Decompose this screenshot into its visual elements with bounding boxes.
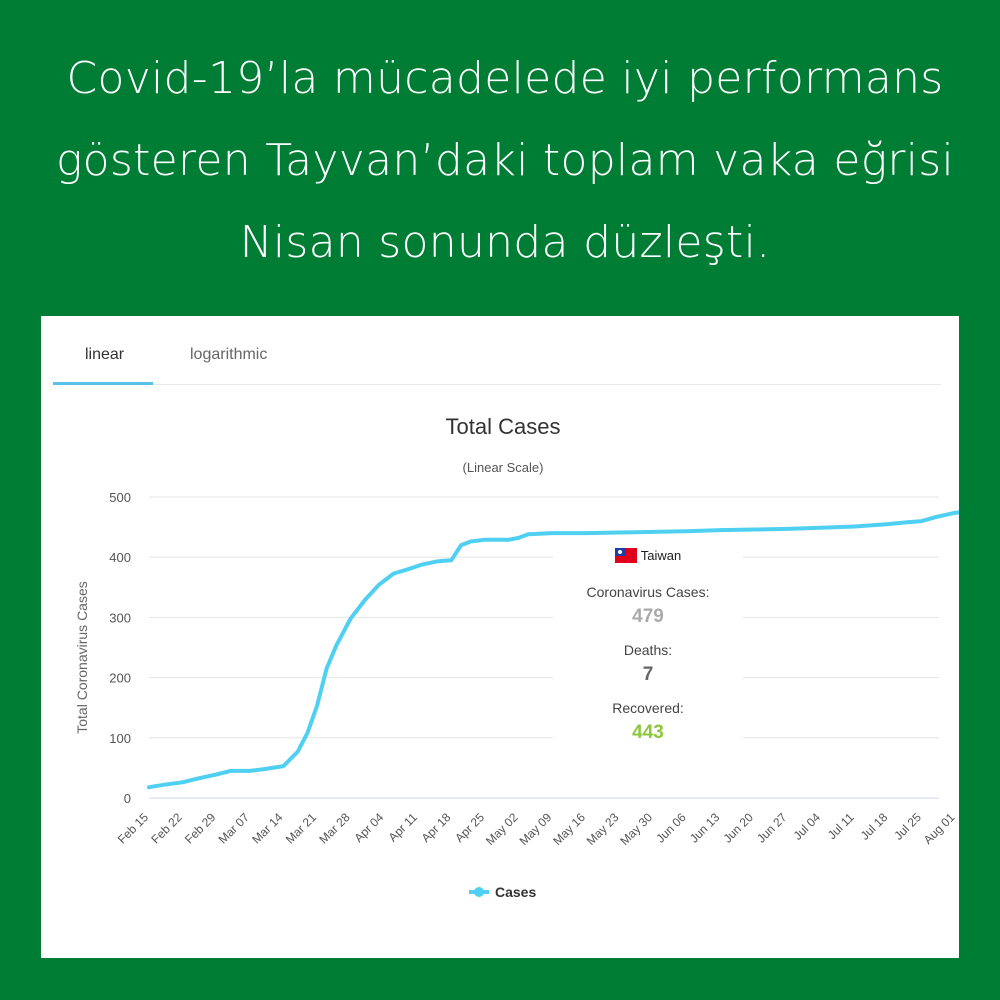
x-tick-label: Apr 25 xyxy=(452,810,487,845)
x-tick-label: May 23 xyxy=(584,810,622,848)
tooltip-country: Taiwan xyxy=(553,548,743,570)
x-tick-label: Feb 15 xyxy=(115,810,152,847)
tooltip-deaths-value: 7 xyxy=(642,664,654,685)
x-tick-label: May 30 xyxy=(617,810,655,848)
headline-line-3: Nisan sonunda düzleşti. xyxy=(239,217,771,268)
x-tick-label: Jul 18 xyxy=(858,810,891,843)
x-tick-label: Jun 27 xyxy=(754,810,790,846)
tab-linear[interactable]: linear xyxy=(85,346,125,363)
y-tick-label: 200 xyxy=(109,671,131,686)
x-tick-label: Jun 13 xyxy=(687,810,723,846)
series-line-cases xyxy=(147,510,959,790)
x-tick-label: Mar 21 xyxy=(283,810,320,847)
y-tick-label: 300 xyxy=(109,610,131,625)
x-tick-label: Apr 11 xyxy=(386,810,421,845)
scale-tabs: linear logarithmic xyxy=(53,316,941,385)
x-tick-label: Apr 04 xyxy=(351,810,386,845)
x-tick-label: Mar 14 xyxy=(249,810,286,847)
tab-logarithmic[interactable]: logarithmic xyxy=(190,346,268,363)
tooltip-cases-label: Coronavirus Cases: xyxy=(586,584,710,600)
y-axis-label: Total Coronavirus Cases xyxy=(74,581,90,734)
y-tick-label: 400 xyxy=(109,550,131,565)
x-tick-label: Mar 07 xyxy=(216,810,253,847)
y-tick-label: 0 xyxy=(124,791,131,806)
y-tick-label: 100 xyxy=(109,731,131,746)
x-tick-label: Feb 22 xyxy=(148,810,185,847)
x-tick-label: Jun 20 xyxy=(721,810,757,846)
legend-marker xyxy=(474,887,484,897)
x-tick-label: Apr 18 xyxy=(419,810,454,845)
active-tab-indicator xyxy=(53,382,153,385)
x-tick-label: Jul 04 xyxy=(791,810,824,843)
x-tick-label: May 16 xyxy=(550,810,588,848)
x-tick-label: May 02 xyxy=(483,810,521,848)
x-tick-label: Feb 29 xyxy=(182,810,219,847)
x-tick-label: Mar 28 xyxy=(316,810,353,847)
total-cases-chart: Total Cases (Linear Scale) 0 100 200 300 400 50… xyxy=(74,414,959,900)
chart-panel: linear logarithmic Total Cases (Linear Sc… xyxy=(41,316,959,958)
x-tick-label: Jul 11 xyxy=(825,810,857,842)
tooltip-recovered-label: Recovered: xyxy=(612,700,684,716)
headline-line-1: Covid-19’la mücadelede iyi performans xyxy=(66,53,944,104)
chart-subtitle: (Linear Scale) xyxy=(463,460,544,475)
tooltip-deaths-label: Deaths: xyxy=(623,642,673,658)
taiwan-flag-icon xyxy=(614,548,637,563)
y-tick-label: 500 xyxy=(109,490,131,505)
legend-label-cases: Cases xyxy=(495,884,536,900)
x-tick-label: Aug 01 xyxy=(921,810,958,847)
headline: Covid-19’la mücadelede iyi performans gö… xyxy=(30,38,980,284)
chart-title: Total Cases xyxy=(446,414,561,439)
tooltip-recovered-value: 443 xyxy=(632,722,664,743)
headline-line-2: gösteren Tayvan’daki toplam vaka eğrisi xyxy=(55,135,955,186)
x-tick-label: Jun 06 xyxy=(653,810,689,846)
tooltip-country-name: Taiwan xyxy=(640,548,682,563)
chart-tooltip: Taiwan Coronavirus Cases: 479 Deaths: 7 … xyxy=(553,544,743,744)
tooltip-cases-value: 479 xyxy=(632,606,664,627)
x-tick-label: May 09 xyxy=(517,810,555,848)
x-tick-label: Jul 25 xyxy=(891,810,924,843)
